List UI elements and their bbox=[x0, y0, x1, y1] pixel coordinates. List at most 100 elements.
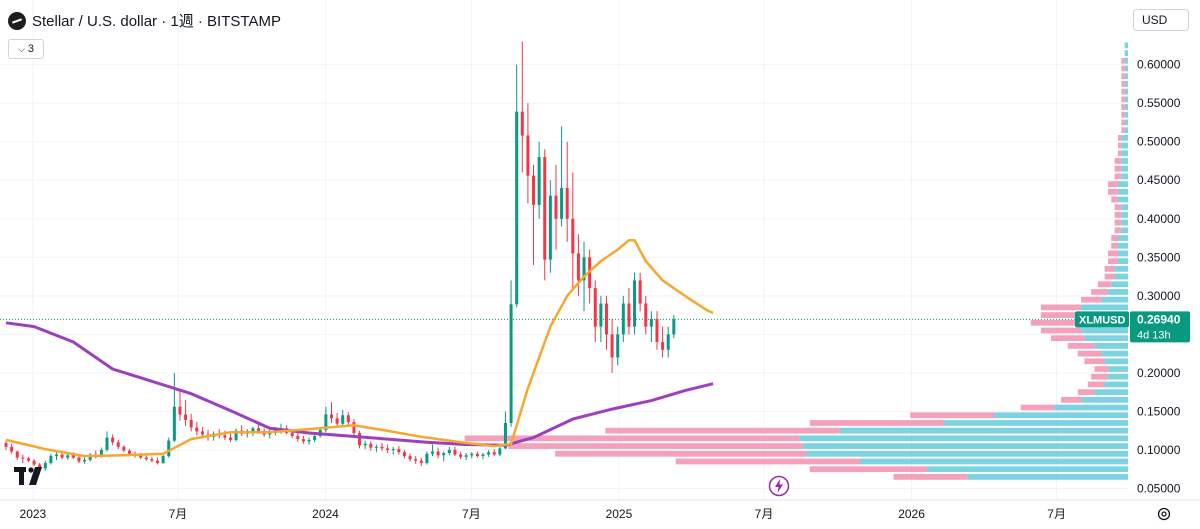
settings-gear-icon[interactable] bbox=[1156, 506, 1172, 522]
volume-bar-up bbox=[1117, 181, 1128, 187]
candle-body bbox=[599, 303, 603, 327]
indicators-toggle-button[interactable]: ⌵ 3 bbox=[8, 39, 44, 59]
candle-body bbox=[234, 430, 238, 440]
volume-bar-up bbox=[1121, 219, 1128, 226]
candlesticks bbox=[4, 41, 676, 471]
volume-bar-down bbox=[1040, 327, 1082, 334]
candle-body bbox=[111, 437, 115, 443]
candle-body bbox=[71, 455, 75, 458]
candle-body bbox=[32, 460, 36, 465]
candle-body bbox=[150, 459, 154, 461]
volume-bar-down bbox=[1121, 111, 1125, 118]
symbol-title[interactable]: Stellar / U.S. dollar · 1週 · BITSTAMP bbox=[32, 13, 281, 30]
candle-body bbox=[442, 453, 446, 456]
volume-bar-down bbox=[809, 420, 944, 426]
volume-bar-down bbox=[1111, 242, 1118, 249]
candle-body bbox=[346, 415, 350, 423]
volume-bar-up bbox=[943, 420, 1128, 426]
lightning-icon[interactable] bbox=[768, 475, 790, 497]
volume-bar-down bbox=[1121, 127, 1125, 134]
volume-bar-down bbox=[1121, 81, 1125, 87]
volume-bar-down bbox=[1081, 296, 1102, 303]
candle-body bbox=[127, 450, 131, 454]
price-axis[interactable]: 0.050000.100000.150000.200000.250000.300… bbox=[1128, 0, 1200, 529]
candle-body bbox=[492, 452, 496, 455]
candle-body bbox=[83, 459, 87, 462]
candle-body bbox=[99, 449, 103, 457]
candle-body bbox=[307, 439, 311, 442]
volume-bar-down bbox=[1104, 273, 1115, 280]
volume-bar-up bbox=[860, 458, 1128, 465]
volume-bar-down bbox=[1111, 235, 1118, 241]
currency-select[interactable]: USD bbox=[1133, 9, 1189, 31]
candle-body bbox=[77, 457, 81, 462]
volume-bar-up bbox=[967, 473, 1128, 480]
price-tick-label: 0.55000 bbox=[1137, 96, 1181, 110]
price-tick-label: 0.60000 bbox=[1137, 58, 1181, 72]
volume-bar-up bbox=[1121, 142, 1128, 149]
volume-bar-down bbox=[1040, 304, 1082, 311]
volume-bar-down bbox=[1114, 219, 1122, 226]
volume-bar-up bbox=[1121, 173, 1128, 180]
time-tick-label: 2025 bbox=[606, 507, 633, 521]
volume-bar-up bbox=[1104, 381, 1128, 388]
volume-bar-down bbox=[1121, 65, 1125, 72]
volume-bar-up bbox=[1124, 104, 1128, 110]
candle-body bbox=[195, 427, 199, 432]
volume-bar-down bbox=[1121, 88, 1125, 95]
candle-body bbox=[503, 422, 507, 449]
volume-bar-down bbox=[1104, 265, 1115, 272]
candle-body bbox=[178, 406, 182, 415]
volume-bar-up bbox=[1121, 165, 1128, 172]
volume-bar-up bbox=[1114, 273, 1128, 280]
candle-body bbox=[593, 288, 597, 327]
volume-bar-down bbox=[1114, 212, 1122, 218]
candle-body bbox=[649, 318, 653, 327]
candle-body bbox=[431, 451, 435, 454]
price-tick-label: 0.05000 bbox=[1137, 481, 1181, 495]
candle-body bbox=[515, 111, 519, 305]
price-label-value: 0.26940 bbox=[1137, 312, 1181, 326]
tradingview-logo-icon[interactable] bbox=[14, 467, 46, 491]
candle-body bbox=[391, 449, 395, 451]
candle-body bbox=[374, 446, 378, 448]
currency-label: USD bbox=[1142, 13, 1168, 27]
candle-body bbox=[459, 454, 463, 457]
ma-slow-line bbox=[5, 321, 714, 447]
price-tick-label: 0.40000 bbox=[1137, 212, 1181, 226]
volume-bar-up bbox=[1124, 65, 1128, 72]
candle-body bbox=[380, 446, 384, 449]
candle-body bbox=[470, 453, 474, 456]
volume-bar-down bbox=[1091, 289, 1108, 295]
volume-bar-down bbox=[1050, 335, 1085, 342]
time-tick-label: 7月 bbox=[1047, 507, 1066, 521]
price-tick-label: 0.10000 bbox=[1137, 443, 1181, 457]
candle-body bbox=[386, 448, 390, 450]
time-axis[interactable]: 2023 7月 2024 7月 2025 7月 2026 7月 bbox=[0, 499, 1200, 521]
price-tick-label: 0.45000 bbox=[1137, 173, 1181, 187]
volume-profile bbox=[464, 42, 1128, 480]
candle-body bbox=[526, 135, 530, 176]
candle-body bbox=[627, 303, 631, 327]
candle-body bbox=[672, 319, 676, 335]
candle-body bbox=[290, 432, 294, 437]
volume-bar-down bbox=[1121, 73, 1125, 80]
volume-bar-down bbox=[1121, 57, 1125, 64]
volume-bar-down bbox=[1114, 227, 1122, 234]
volume-bar-up bbox=[1124, 81, 1128, 87]
volume-bar-up bbox=[799, 435, 1128, 442]
candle-body bbox=[408, 456, 412, 460]
volume-bar-up bbox=[839, 427, 1128, 434]
volume-bar-down bbox=[809, 466, 927, 473]
candle-body bbox=[621, 303, 625, 335]
volume-bar-down bbox=[1087, 381, 1105, 388]
candle-body bbox=[60, 454, 64, 458]
volume-bar-up bbox=[1124, 57, 1128, 64]
volume-bar-up bbox=[1117, 196, 1128, 203]
volume-bar-up bbox=[1101, 296, 1128, 303]
time-tick-label: 2026 bbox=[898, 507, 925, 521]
volume-bar-up bbox=[994, 412, 1128, 419]
candle-body bbox=[363, 443, 367, 446]
candle-body bbox=[464, 455, 468, 457]
